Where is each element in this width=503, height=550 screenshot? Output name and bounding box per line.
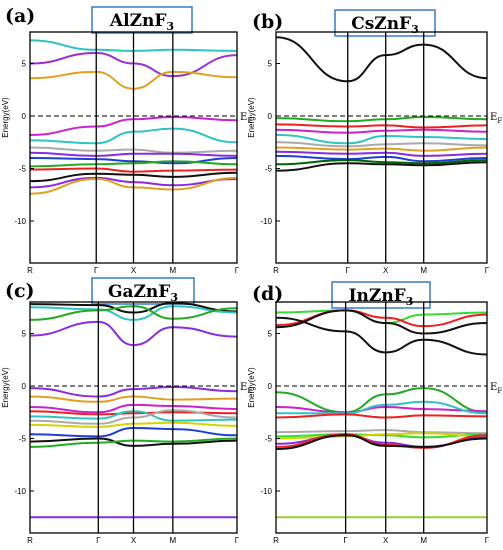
k-point-label: R <box>27 536 33 545</box>
panel-d: (d) InZnF3 EF 5 0 -5 -10 Energy(eV) R Γ X M Γ <box>247 281 502 545</box>
y-tick-label: -5 <box>265 435 273 444</box>
y-axis-label: Energy(eV) <box>247 367 256 408</box>
y-axis-label: Energy(eV) <box>247 97 256 138</box>
y-tick-label: 0 <box>22 112 27 121</box>
band-line-1 <box>276 36 487 83</box>
compound-title: CsZnF3 <box>351 14 419 36</box>
k-point-label: X <box>131 266 137 275</box>
k-point-label: M <box>169 536 176 545</box>
compound-title: InZnF3 <box>349 286 414 308</box>
compound-title-box <box>91 6 193 34</box>
y-tick-label: 0 <box>268 382 273 391</box>
k-point-label: M <box>420 266 427 275</box>
k-point-label: R <box>273 266 279 275</box>
plot-frame <box>29 31 238 264</box>
y-tick-label: 5 <box>22 330 27 339</box>
y-tick-label: -5 <box>265 165 273 174</box>
band-line-5 <box>276 133 487 145</box>
panel-b: (b) CsZnF3 EF 5 0 -5 -10 Energy(eV) R Γ X M Γ <box>247 9 502 275</box>
y-tick-label: -5 <box>19 435 27 444</box>
compound-title-box <box>91 277 195 305</box>
panel-label: (c) <box>5 280 35 302</box>
k-point-label: Γ <box>485 266 490 275</box>
compound-title: GaZnF3 <box>108 282 178 304</box>
band-line-8 <box>276 413 487 419</box>
plot-frame <box>275 31 488 264</box>
band-line-2 <box>276 115 487 123</box>
band-line-8 <box>276 150 487 157</box>
y-tick-label: -5 <box>19 165 27 174</box>
y-tick-label: -10 <box>260 487 272 496</box>
k-point-label: X <box>131 536 137 545</box>
panel-label: (d) <box>252 283 283 305</box>
y-tick-label: 5 <box>268 330 273 339</box>
y-tick-label: -10 <box>260 217 272 226</box>
k-point-label: Γ <box>343 536 348 545</box>
band-line-4 <box>276 128 487 134</box>
k-point-label: Γ <box>235 266 240 275</box>
k-point-label: X <box>383 266 389 275</box>
compound-title-box <box>331 281 431 309</box>
bands <box>276 309 487 519</box>
k-point-label: M <box>169 266 176 275</box>
k-point-label: R <box>27 266 33 275</box>
fermi-label: EF <box>490 112 502 125</box>
panel-label: (a) <box>5 5 35 27</box>
band-line-3 <box>276 123 487 129</box>
k-point-label: Γ <box>485 536 490 545</box>
y-tick-label: 5 <box>268 60 273 69</box>
panel-label: (b) <box>252 11 283 33</box>
band-line-9 <box>276 429 487 435</box>
y-axis-label: Energy(eV) <box>1 97 10 138</box>
y-tick-label: -10 <box>14 217 26 226</box>
k-point-label: X <box>383 536 389 545</box>
band-line-6 <box>276 141 487 148</box>
y-tick-label: 0 <box>22 382 27 391</box>
k-point-label: R <box>273 536 279 545</box>
compound-title: AlZnF3 <box>109 11 174 33</box>
k-point-label: Γ <box>96 536 101 545</box>
plot-frame <box>275 301 488 534</box>
band-line-7 <box>276 146 487 152</box>
k-point-label: Γ <box>94 266 99 275</box>
k-point-label: Γ <box>235 536 240 545</box>
bands <box>276 36 487 172</box>
y-tick-label: 0 <box>268 112 273 121</box>
band-line-9 <box>276 154 487 163</box>
y-tick-label: -10 <box>14 487 26 496</box>
k-point-label: M <box>420 536 427 545</box>
k-point-label: Γ <box>346 266 351 275</box>
y-axis-label: Energy(eV) <box>1 367 10 408</box>
y-tick-label: 5 <box>22 60 27 69</box>
plot-frame <box>29 301 238 534</box>
fermi-label: EF <box>490 382 502 395</box>
